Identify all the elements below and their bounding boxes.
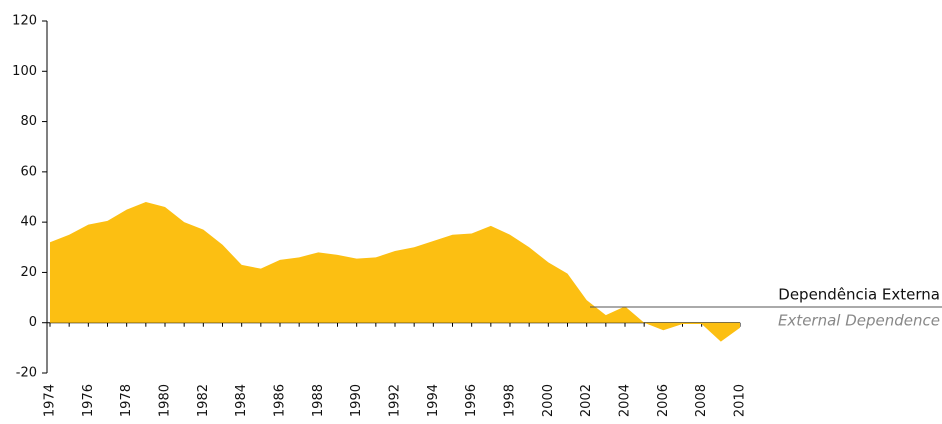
x-tick-label: 1980 xyxy=(158,384,173,417)
x-tick-label: 2000 xyxy=(541,384,556,417)
x-tick-label: 1988 xyxy=(311,384,326,417)
y-tick-label: 60 xyxy=(20,164,37,179)
y-tick-label: 40 xyxy=(20,215,37,230)
x-tick-label: 1992 xyxy=(388,384,403,417)
x-tick-label: 1986 xyxy=(273,384,288,417)
annotation: Dependência Externa xyxy=(778,286,940,304)
x-tick-label: 1994 xyxy=(426,384,441,417)
y-tick-label: 80 xyxy=(20,114,37,129)
x-tick-label: 2004 xyxy=(618,384,633,417)
y-tick-label: -20 xyxy=(16,366,37,381)
x-tick-label: 1982 xyxy=(196,384,211,417)
x-tick-label: 1978 xyxy=(119,384,134,417)
x-tick-label: 1996 xyxy=(464,384,479,417)
y-tick-label: 100 xyxy=(12,64,37,79)
y-tick-label: 120 xyxy=(12,14,37,29)
area xyxy=(50,202,740,342)
x-tick-label: 2002 xyxy=(579,384,594,417)
x-tick-label: 1974 xyxy=(43,384,58,417)
x-tick-label: 1998 xyxy=(503,384,518,417)
x-tick-label: 2008 xyxy=(694,384,709,417)
x-tick-label: 2006 xyxy=(656,384,671,417)
annotation: External Dependence xyxy=(778,312,940,330)
y-tick-label: 20 xyxy=(20,265,37,280)
x-tick-label: 1976 xyxy=(81,384,96,417)
y-tick-label: 0 xyxy=(29,315,37,330)
x-tick-label: 1984 xyxy=(234,384,249,417)
x-tick-label: 2010 xyxy=(733,384,748,417)
x-tick-label: 1990 xyxy=(349,384,364,417)
